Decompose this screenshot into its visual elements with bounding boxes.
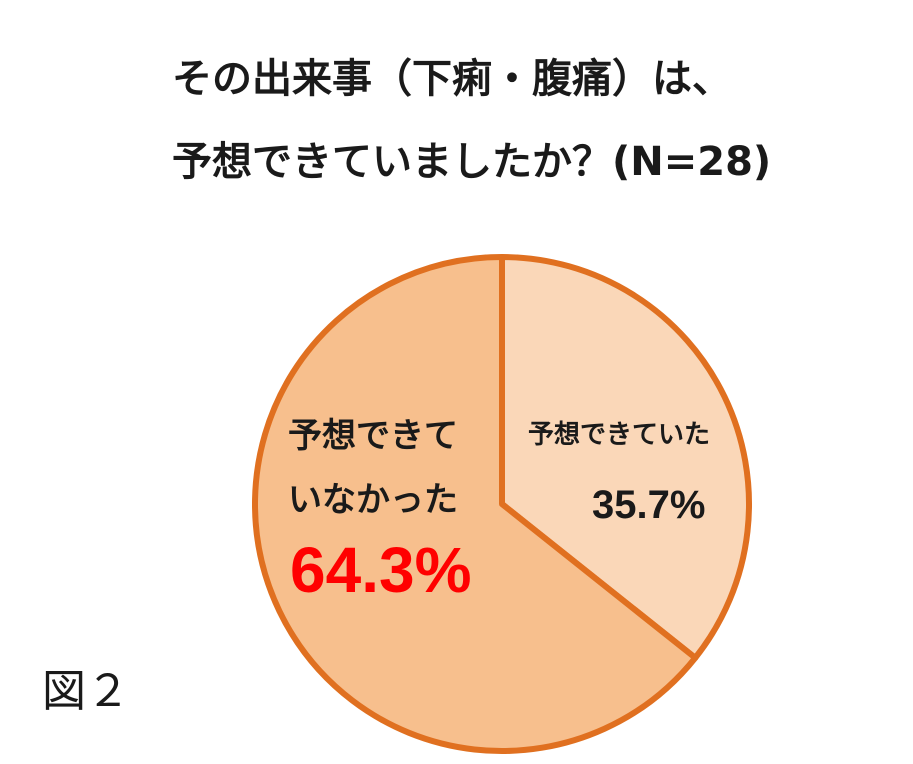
chart-title-line-2: 予想できていましたか？(N=28): [172, 139, 771, 185]
pie-slice-1: [252, 254, 699, 754]
slice-label-not-predicted-line-2: いなかった: [288, 480, 458, 520]
figure-label: 図２: [42, 666, 130, 717]
pie-slice-0: [499, 254, 752, 661]
slice-label-predicted: 予想できていた: [528, 420, 710, 450]
slice-value-predicted: 35.7%: [592, 483, 705, 527]
slice-label-not-predicted-line-1: 予想できて: [288, 416, 458, 456]
slice-value-not-predicted: 64.3%: [290, 534, 471, 606]
chart-title-line-1: その出来事（下痢・腹痛）は、: [172, 56, 732, 102]
pie-slices: [252, 254, 752, 754]
